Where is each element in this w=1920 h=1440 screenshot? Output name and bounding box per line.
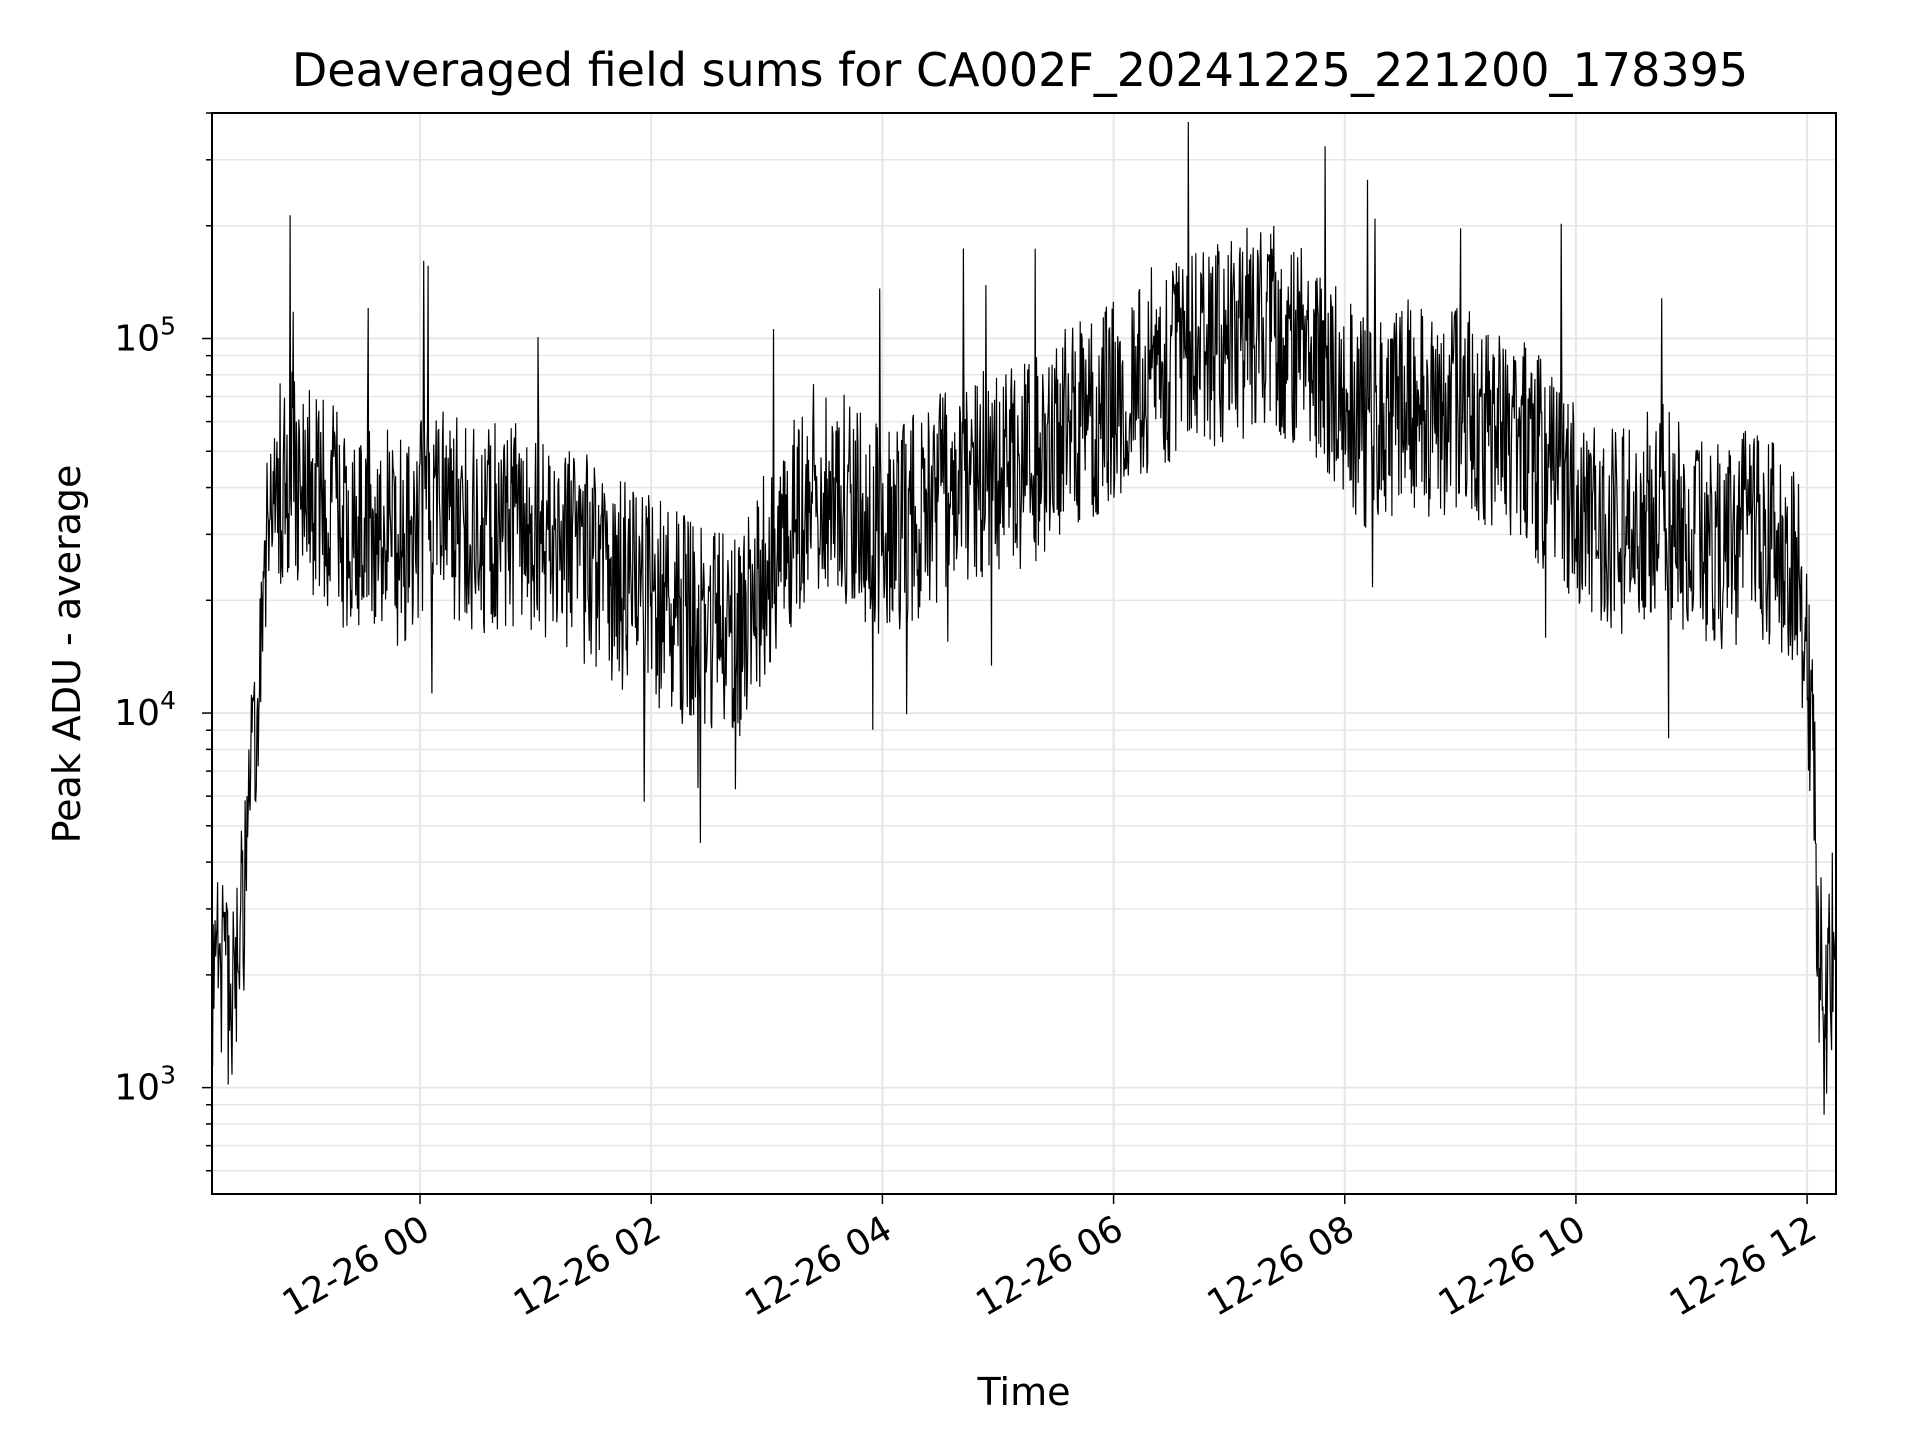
y-tick-label: 105: [114, 312, 176, 360]
y-axis: 103 104 105: [114, 112, 212, 1172]
series-line: [211, 121, 1837, 1115]
y-tick-label: 103: [114, 1061, 176, 1109]
y-axis-label: Peak ADU - average: [45, 465, 89, 844]
y-tick-label: 104: [114, 686, 176, 734]
series-layer: [211, 121, 1837, 1115]
plot-frame: [211, 112, 1837, 1195]
x-axis-label: Time: [977, 1370, 1071, 1414]
chart-title: Deaveraged field sums for CA002F_2024122…: [292, 43, 1748, 97]
